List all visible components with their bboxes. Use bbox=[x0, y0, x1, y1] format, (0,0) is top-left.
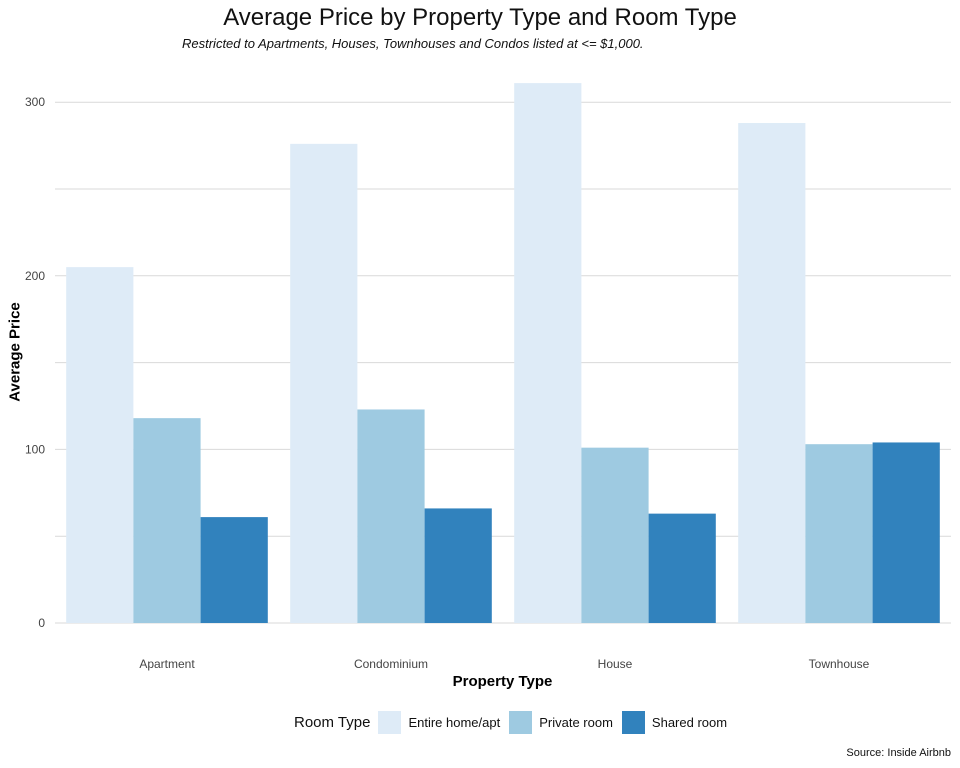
legend-label-entire-home: Entire home/apt bbox=[408, 714, 501, 730]
legend-item-private-room: Private room bbox=[509, 710, 613, 734]
legend-label-shared-room: Shared room bbox=[651, 714, 728, 730]
legend-title: Room Type bbox=[294, 713, 371, 731]
y-axis-title: Average Price bbox=[6, 302, 24, 402]
bar-apartment-private-room bbox=[133, 418, 201, 623]
bar-chart: 0 100 200 300 Apartment Condominium House Town… bbox=[25, 83, 951, 671]
x-axis-title: Property Type bbox=[452, 673, 553, 690]
bar-condominium-shared-room bbox=[424, 508, 492, 623]
chart-subtitle: Restricted to Apartments, Houses, Townho… bbox=[182, 36, 644, 51]
legend-swatch-entire-home bbox=[378, 710, 402, 734]
x-tick-label: Townhouse bbox=[809, 657, 870, 671]
bar-house-private-room bbox=[581, 447, 649, 623]
bar-condominium-private-room bbox=[357, 409, 425, 623]
y-tick-label: 300 bbox=[25, 95, 45, 109]
legend-item-shared-room: Shared room bbox=[621, 710, 728, 734]
legend-label-private-room: Private room bbox=[539, 714, 613, 730]
chart-caption: Source: Inside Airbnb bbox=[846, 747, 951, 759]
y-axis-ticks: 0 100 200 300 bbox=[25, 95, 45, 630]
legend-swatch-shared-room bbox=[621, 710, 645, 734]
bar-townhouse-entire-home-apt bbox=[738, 123, 806, 624]
bar-townhouse-shared-room bbox=[872, 442, 940, 623]
x-tick-label: Condominium bbox=[354, 657, 428, 671]
bar-house-entire-home-apt bbox=[514, 83, 582, 623]
y-tick-label: 200 bbox=[25, 269, 45, 283]
y-tick-label: 100 bbox=[25, 442, 45, 456]
y-tick-label: 0 bbox=[38, 616, 45, 630]
x-tick-label: Apartment bbox=[139, 657, 195, 671]
legend: Room Type Entire home/apt Private room S… bbox=[294, 709, 736, 735]
bar-townhouse-private-room bbox=[805, 444, 873, 623]
legend-item-entire-home: Entire home/apt bbox=[378, 710, 501, 734]
bars bbox=[66, 83, 940, 624]
chart-title: Average Price by Property Type and Room … bbox=[223, 4, 737, 31]
x-tick-label: House bbox=[598, 657, 633, 671]
legend-swatch-private-room bbox=[509, 710, 533, 734]
bar-apartment-shared-room bbox=[200, 517, 268, 623]
bar-house-shared-room bbox=[648, 513, 716, 623]
bar-condominium-entire-home-apt bbox=[290, 143, 358, 623]
x-axis-ticks: Apartment Condominium House Townhouse bbox=[139, 657, 869, 671]
bar-apartment-entire-home-apt bbox=[66, 267, 134, 623]
